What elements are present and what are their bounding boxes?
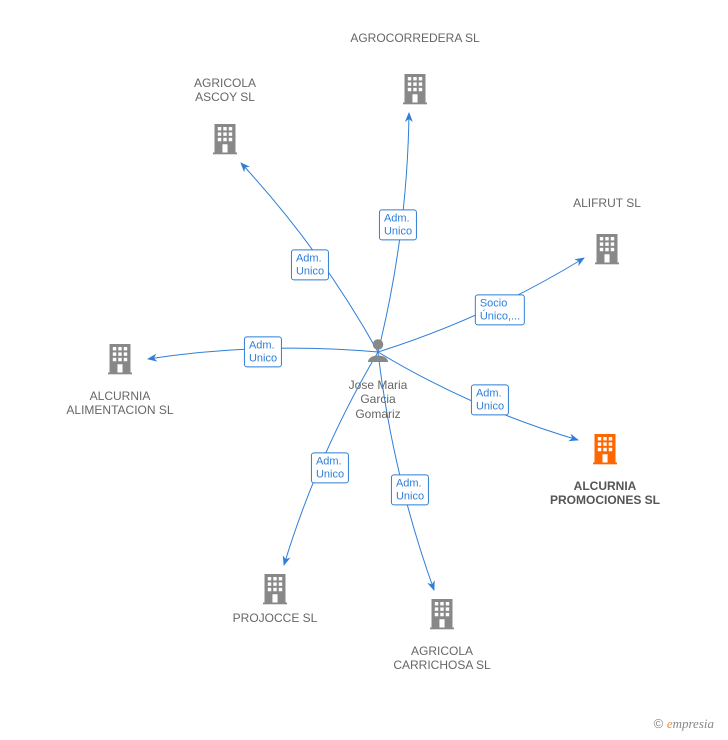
edge-label-promociones: Adm. Unico — [471, 384, 509, 415]
edge-label-projocce: Adm. Unico — [311, 452, 349, 483]
edge-label-alimentacion: Adm. Unico — [244, 336, 282, 367]
node-label-promociones: ALCURNIA PROMOCIONES SL — [530, 479, 680, 508]
node-label-agrocorredera: AGROCORREDERA SL — [330, 31, 500, 45]
building-icon-agrocorredera — [397, 70, 433, 111]
node-label-ascoy: AGRICOLA ASCOY SL — [170, 76, 280, 105]
node-label-alifrut: ALIFRUT SL — [552, 196, 662, 210]
node-label-carrichosa: AGRICOLA CARRICHOSA SL — [372, 644, 512, 673]
node-label-projocce: PROJOCCE SL — [215, 611, 335, 625]
building-icon-projocce — [257, 570, 293, 611]
building-icon-alimentacion — [102, 340, 138, 381]
node-label-alimentacion: ALCURNIA ALIMENTACION SL — [55, 389, 185, 418]
edge-label-alifrut: Socio Único,... — [475, 294, 525, 325]
edge-label-ascoy: Adm. Unico — [291, 249, 329, 280]
building-icon-carrichosa — [424, 595, 460, 636]
edge-label-carrichosa: Adm. Unico — [391, 474, 429, 505]
building-icon-ascoy — [207, 120, 243, 161]
building-icon-alifrut — [589, 230, 625, 271]
footer-copyright: © empresia — [654, 716, 714, 732]
person-icon — [363, 335, 393, 370]
person-label: Jose Maria Garcia Gomariz — [333, 378, 423, 421]
edge-label-agrocorredera: Adm. Unico — [379, 209, 417, 240]
building-icon-promociones — [587, 430, 623, 471]
